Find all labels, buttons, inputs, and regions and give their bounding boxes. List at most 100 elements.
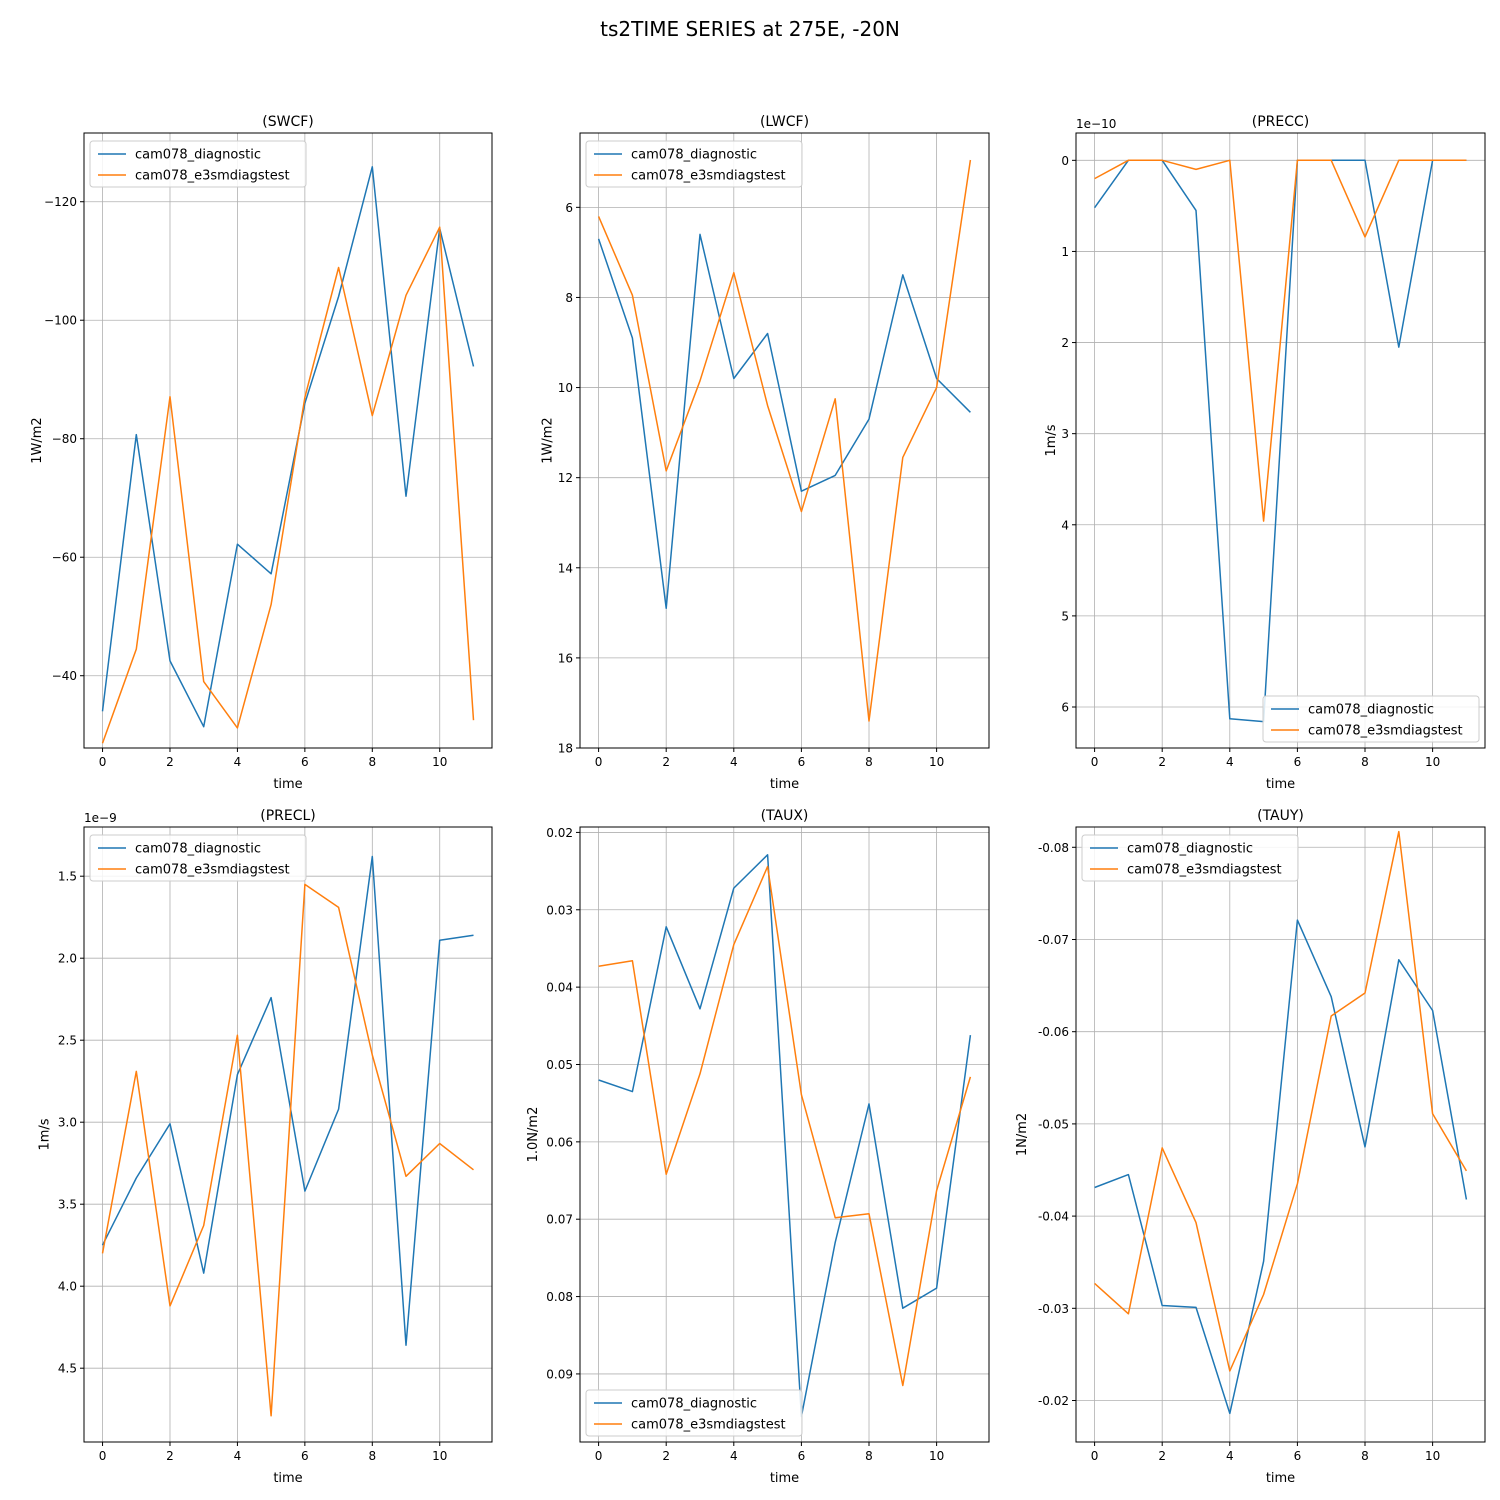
y-tick-label: −120 — [44, 195, 77, 209]
y-tick-label: 2.5 — [58, 1034, 77, 1048]
y-axis-label: 1N/m2 — [1015, 1113, 1030, 1156]
axes-frame — [83, 132, 493, 749]
legend-label: cam078_e3smdiagstest — [1127, 863, 1282, 878]
legend-label: cam078_diagnostic — [1127, 842, 1253, 857]
subplot-title: (SWCF) — [262, 114, 313, 130]
axes-frame — [1075, 826, 1486, 1443]
x-axis-label: time — [1266, 1471, 1295, 1486]
x-axis-label: time — [273, 777, 302, 792]
legend-box — [1262, 695, 1480, 743]
y-axis-label: 1.0N/m2 — [526, 1107, 541, 1163]
x-tick-label: 0 — [595, 1449, 603, 1463]
y-tick-label: 3 — [1061, 427, 1069, 441]
y-tick-label: -0.04 — [1038, 1210, 1069, 1224]
legend-label: cam078_diagnostic — [135, 842, 261, 857]
y-axis-label: 1m/s — [37, 1118, 52, 1150]
y-axis-label: 1W/m2 — [30, 417, 45, 463]
legend-label: cam078_e3smdiagstest — [631, 169, 786, 184]
y-tick-label: −60 — [52, 551, 77, 565]
x-tick-label: 2 — [662, 755, 670, 769]
x-tick-label: 8 — [368, 755, 376, 769]
subplot: 0 2 4 6 8 10 0.02 0.03 0.04 0.05 0.06 0.07 0.08 0.09 (… — [526, 808, 990, 1486]
y-tick-label: 12 — [558, 471, 573, 485]
y-tick-label: 6 — [1061, 701, 1069, 715]
x-tick-label: 0 — [595, 755, 603, 769]
legend-label: cam078_e3smdiagstest — [1308, 724, 1463, 739]
series-line — [101, 166, 475, 728]
y-tick-label: 0.07 — [546, 1213, 573, 1227]
y-tick-label: 0.04 — [546, 981, 573, 995]
x-tick-label: 8 — [865, 1449, 873, 1463]
y-tick-label: 0.05 — [546, 1058, 573, 1072]
legend-box — [89, 834, 307, 882]
y-tick-label: −40 — [52, 669, 77, 683]
y-tick-label: 16 — [558, 651, 573, 665]
y-tick-label: 3.5 — [58, 1198, 77, 1212]
x-tick-label: 4 — [730, 755, 738, 769]
x-tick-label: 10 — [1425, 755, 1440, 769]
x-tick-label: 8 — [1361, 1449, 1369, 1463]
x-tick-label: 0 — [1091, 1449, 1099, 1463]
x-tick-label: 10 — [1425, 1449, 1440, 1463]
subplot: 0 2 4 6 8 10 1.5 2.0 2.5 3.0 3.5 4.0 4.5 1e−9 (PRECL) t… — [37, 808, 493, 1486]
x-axis-label: time — [1266, 777, 1295, 792]
series-line — [1094, 919, 1468, 1415]
x-tick-label: 10 — [432, 1449, 447, 1463]
y-tick-label: -0.03 — [1038, 1302, 1069, 1316]
x-axis-label: time — [770, 1471, 799, 1486]
y-tick-label: 4.5 — [58, 1362, 77, 1376]
y-tick-label: -0.06 — [1038, 1025, 1069, 1039]
x-tick-label: 6 — [1294, 755, 1302, 769]
x-tick-label: 2 — [1158, 755, 1166, 769]
y-tick-label: 0.06 — [546, 1135, 573, 1149]
y-tick-label: -0.08 — [1038, 841, 1069, 855]
axis-offset-label: 1e−9 — [84, 811, 117, 825]
series-line — [1094, 159, 1467, 522]
subplot: 0 2 4 6 8 10 6 8 10 12 14 16 18 (LWCF) time 1W/m2 cam078… — [541, 114, 990, 792]
series-line — [598, 865, 972, 1387]
legend-box — [585, 1389, 803, 1437]
subplot-title: (TAUY) — [1257, 808, 1304, 824]
subplot: 0 2 4 6 8 10 −40 −60 −80 −100 −120 (SWCF) time 1W/m2 c… — [30, 114, 493, 792]
subplot-title: (TAUX) — [761, 808, 809, 824]
legend: cam078_diagnostic cam078_e3smdiagstest — [585, 140, 803, 188]
x-axis-label: time — [770, 777, 799, 792]
x-tick-label: 0 — [99, 755, 107, 769]
axes-frame — [579, 826, 990, 1443]
x-tick-label: 8 — [865, 755, 873, 769]
series-line — [101, 855, 474, 1346]
y-tick-label: 4 — [1061, 518, 1069, 532]
y-tick-label: 18 — [558, 742, 573, 756]
x-tick-label: 8 — [1361, 755, 1369, 769]
y-tick-label: 14 — [558, 561, 573, 575]
subplot-title: (PRECC) — [1252, 114, 1310, 130]
axis-offset-label: 1e−10 — [1076, 117, 1116, 131]
y-tick-label: −80 — [52, 432, 77, 446]
legend-label: cam078_diagnostic — [1308, 703, 1434, 718]
y-tick-label: 1.5 — [58, 870, 77, 884]
legend: cam078_diagnostic cam078_e3smdiagstest — [1081, 834, 1299, 882]
axes-frame — [1075, 132, 1486, 749]
y-tick-label: 3.0 — [58, 1116, 77, 1130]
x-tick-label: 2 — [1158, 1449, 1166, 1463]
y-tick-label: -0.02 — [1038, 1394, 1069, 1408]
y-axis-label: 1W/m2 — [541, 417, 556, 463]
subplot-title: (PRECL) — [260, 808, 316, 824]
x-tick-label: 4 — [1226, 1449, 1234, 1463]
legend: cam078_diagnostic cam078_e3smdiagstest — [89, 834, 307, 882]
y-tick-label: −100 — [44, 314, 77, 328]
x-tick-label: 2 — [166, 1449, 174, 1463]
figure-title: ts2TIME SERIES at 275E, -20N — [600, 17, 900, 41]
x-tick-label: 2 — [166, 755, 174, 769]
x-tick-label: 2 — [662, 1449, 670, 1463]
legend: cam078_diagnostic cam078_e3smdiagstest — [585, 1389, 803, 1437]
y-tick-label: 5 — [1061, 609, 1069, 623]
legend-label: cam078_e3smdiagstest — [135, 169, 290, 184]
y-axis-label: 1m/s — [1044, 424, 1059, 456]
y-tick-label: -0.07 — [1038, 933, 1069, 947]
series-line — [597, 233, 971, 610]
legend-label: cam078_diagnostic — [631, 1397, 757, 1412]
x-tick-label: 6 — [301, 755, 309, 769]
x-tick-label: 10 — [929, 755, 944, 769]
